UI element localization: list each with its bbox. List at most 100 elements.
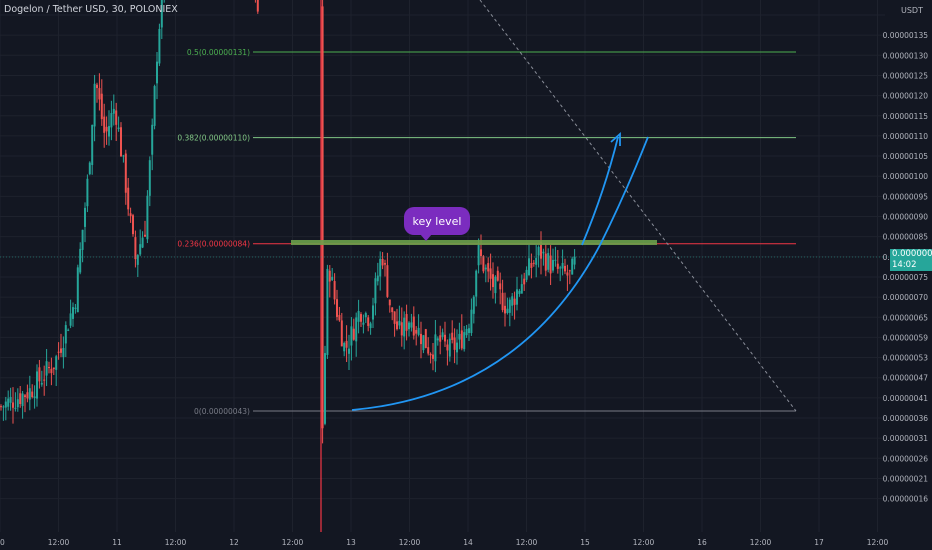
candle	[465, 328, 468, 336]
candle	[115, 110, 118, 125]
time-tick-label: 13	[346, 538, 356, 547]
candle	[124, 153, 127, 193]
candle	[110, 113, 113, 128]
time-tick-label: 15	[580, 538, 590, 547]
candle	[105, 126, 108, 132]
candle	[146, 195, 149, 240]
candle	[112, 108, 115, 114]
time-tick-label: 12:00	[48, 538, 70, 547]
candle	[412, 316, 415, 336]
candle	[93, 83, 96, 127]
candle	[544, 253, 547, 271]
candles	[0, 0, 576, 444]
candle	[451, 332, 454, 340]
key-level-zone[interactable]	[291, 240, 657, 245]
candle	[547, 253, 550, 270]
price-tick-label: 0.00000070	[883, 293, 929, 302]
time-tick-label: 14	[463, 538, 473, 547]
candle	[556, 263, 559, 269]
candle	[463, 332, 466, 350]
candle	[326, 268, 329, 355]
candle	[350, 326, 353, 346]
candle	[468, 328, 470, 333]
key-level-callout[interactable]: key level	[404, 207, 470, 241]
candle	[513, 298, 516, 305]
support-curve[interactable]	[351, 136, 649, 411]
candle	[434, 334, 437, 362]
candle	[76, 267, 79, 313]
candle	[388, 299, 391, 306]
candle	[552, 259, 554, 271]
candle	[343, 342, 346, 352]
price-tick-label: 0.00000130	[883, 51, 929, 60]
candle	[74, 307, 77, 309]
candle	[100, 93, 103, 120]
candle	[19, 393, 22, 405]
candle	[7, 398, 10, 407]
candle	[79, 248, 82, 273]
candle	[477, 245, 480, 266]
price-tick-label: 0.00000135	[883, 31, 929, 40]
candle	[511, 296, 514, 306]
candle	[540, 241, 542, 259]
candle	[381, 258, 384, 266]
candle	[573, 256, 576, 265]
candle	[338, 314, 341, 321]
candle	[379, 258, 382, 277]
candle	[376, 275, 379, 282]
price-tick-label: 0.00000031	[883, 434, 929, 443]
candle	[81, 229, 84, 250]
candle	[535, 257, 538, 265]
diagonal-trendline[interactable]	[479, 0, 797, 412]
candle	[369, 323, 372, 329]
candle	[530, 262, 533, 268]
price-tick-label: 0.00000053	[883, 354, 929, 363]
price-tick-label: 0.00000085	[883, 233, 929, 242]
price-tick-label: 0.00000065	[883, 313, 929, 322]
time-axis: 0 12:00 11 12:00 12 12:00 13 12:00 14 12:00 15 12:0…	[0, 538, 889, 547]
arrow-head-icon	[610, 131, 621, 146]
price-tick-label: 0.00000110	[883, 132, 929, 141]
candle	[33, 396, 36, 399]
candle	[153, 86, 156, 126]
candle	[2, 406, 5, 408]
time-tick-label: 12:00	[282, 538, 304, 547]
candle	[367, 317, 370, 326]
candle	[444, 334, 446, 342]
candle	[12, 402, 14, 408]
candle	[482, 256, 485, 272]
candle	[427, 347, 430, 354]
candle	[132, 215, 134, 235]
candle	[139, 244, 142, 255]
candle	[484, 267, 487, 270]
fib-retracement[interactable]: 0.5(0.00000131) 0.382(0.00000110) 0.236(0.…	[177, 48, 796, 416]
candle	[16, 399, 19, 408]
price-tick-label: 0.00000100	[883, 172, 929, 181]
candle	[393, 311, 396, 324]
candle	[127, 187, 130, 210]
candle	[14, 407, 17, 409]
candle	[410, 322, 413, 328]
candle	[489, 268, 492, 279]
candle	[374, 278, 377, 304]
candle	[108, 126, 110, 137]
price-tick-label: 0.00000115	[883, 112, 929, 121]
candle	[4, 401, 7, 408]
fib-label: 0.5(0.00000131)	[187, 48, 250, 57]
candle	[31, 391, 34, 397]
candle	[156, 61, 158, 84]
candle	[400, 322, 403, 336]
candle	[84, 207, 86, 227]
candle	[492, 274, 494, 288]
candle	[45, 361, 48, 376]
candle	[60, 348, 62, 353]
currency-label: USDT	[899, 6, 925, 15]
candle	[523, 278, 526, 285]
candle	[396, 321, 398, 330]
candle	[386, 265, 389, 297]
candle	[516, 289, 518, 305]
projection-arrow[interactable]	[581, 136, 619, 246]
candle	[405, 314, 408, 331]
candle	[136, 255, 139, 265]
